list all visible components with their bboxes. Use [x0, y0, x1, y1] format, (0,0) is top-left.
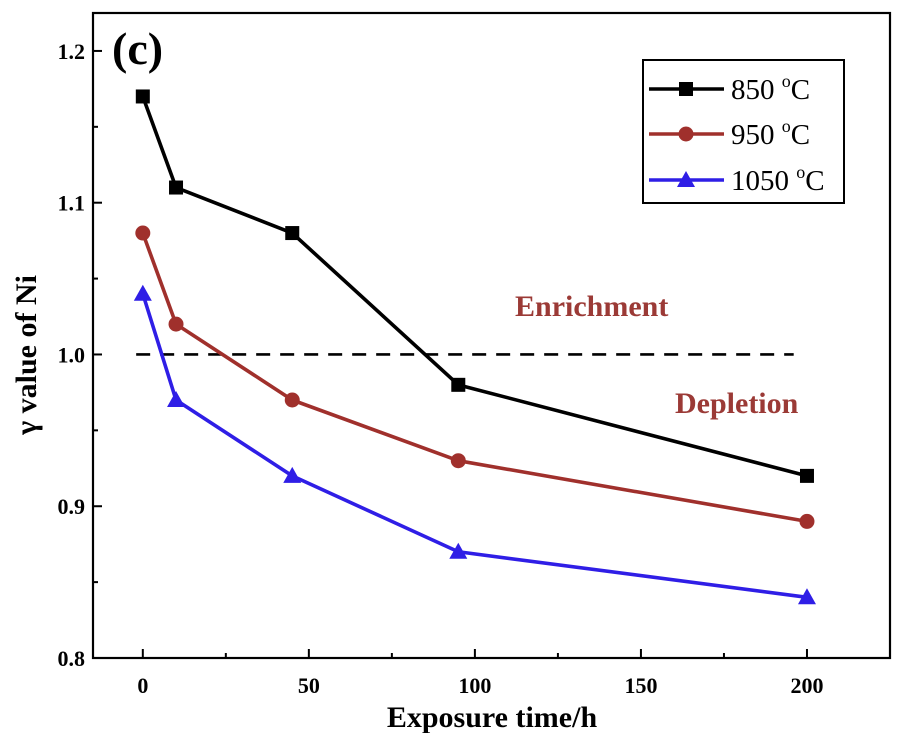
enrichment-annotation: Enrichment [515, 290, 668, 323]
series-square [135, 89, 814, 483]
series-line [141, 232, 808, 524]
legend-label: 950 oC [731, 116, 810, 151]
plot-frame [91, 11, 892, 660]
x-tick-label: 50 [298, 673, 320, 698]
x-tick-label: 100 [458, 673, 491, 698]
series-line [141, 293, 808, 600]
data-point [450, 453, 466, 469]
panel-label: (c) [112, 23, 163, 74]
series-layer [133, 89, 816, 605]
data-point [284, 392, 300, 408]
data-point [451, 377, 466, 392]
data-point [168, 316, 184, 332]
legend-marker [678, 126, 694, 142]
x-axis-title: Exposure time/h [387, 701, 598, 733]
data-point [449, 542, 468, 559]
plot-area [91, 11, 892, 660]
legend: 850 oC 950 oC 1050 oC [642, 59, 845, 204]
depletion-annotation: Depletion [675, 387, 799, 420]
series-triangle [133, 284, 816, 605]
x-tick-label: 200 [790, 673, 823, 698]
y-tick-label: 0.8 [58, 646, 86, 671]
y-tick-label: 0.9 [58, 494, 86, 519]
legend-label: 850 oC [731, 71, 810, 106]
y-axis-title: γ value of Ni [10, 275, 43, 436]
series-circle [135, 225, 815, 529]
legend-marker [677, 171, 695, 187]
data-point [797, 588, 816, 605]
data-point [169, 180, 184, 195]
data-point [285, 226, 300, 241]
data-point [799, 513, 815, 529]
legend-entry: 1050 oC [649, 162, 825, 197]
data-point [135, 89, 150, 104]
legend-entry: 850 oC [649, 71, 810, 106]
x-axis: 0 50 100 150 200 [137, 649, 823, 698]
legend-label: 1050 oC [731, 162, 825, 197]
data-point [133, 284, 152, 301]
data-point [799, 468, 814, 483]
x-tick-label: 0 [137, 673, 148, 698]
data-point [283, 466, 302, 483]
y-axis: 0.8 0.9 1.0 1.1 1.2 [58, 39, 102, 671]
legend-marker [679, 82, 693, 96]
data-point [135, 225, 151, 241]
y-tick-label: 1.2 [58, 39, 86, 64]
legend-entry: 950 oC [649, 116, 810, 151]
y-tick-label: 1.1 [58, 191, 86, 216]
data-point [167, 391, 186, 407]
y-tick-label: 1.0 [58, 342, 86, 367]
x-tick-label: 150 [624, 673, 657, 698]
